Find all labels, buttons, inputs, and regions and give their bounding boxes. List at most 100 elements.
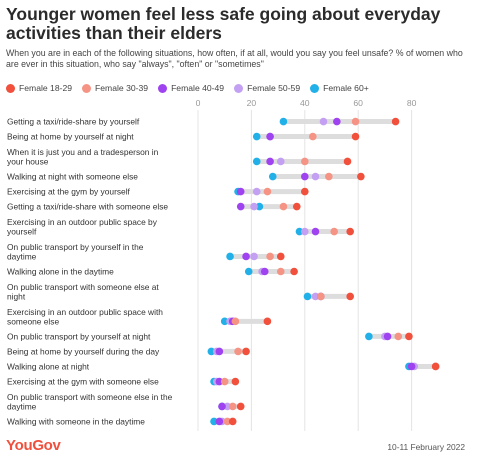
dot-female-30-39 <box>279 202 288 211</box>
dot-female-18-29 <box>405 332 413 341</box>
dot-female-50-59 <box>311 292 320 301</box>
dot-female-30-39 <box>231 317 240 326</box>
row-exercising-in-an-outdoor-public-space-by-yourself: Exercising in an outdoor public space by… <box>7 217 354 237</box>
x-tick-label: 60 <box>353 98 363 108</box>
yougov-logo: YouGov <box>6 437 61 454</box>
category-label: Getting a taxi/ride-share with someone e… <box>7 202 168 212</box>
dot-female-60 <box>207 347 216 356</box>
dot-female-18-29 <box>276 252 285 261</box>
dot-female-18-29 <box>263 317 272 326</box>
dot-female-30-39 <box>266 252 274 261</box>
dot-female-40-49 <box>215 347 224 356</box>
dot-female-60 <box>365 332 373 341</box>
row-when-it-is-just-you-and-a-tradesperson-in-your-house: When it is just you and a tradesperson i… <box>7 147 352 166</box>
category-label: Walking alone at night <box>7 361 90 371</box>
dot-female-50-59 <box>311 172 320 181</box>
dot-female-40-49 <box>266 132 274 141</box>
chart-title: Younger women feel less safe going about… <box>6 4 441 43</box>
legend-item-female-18-29: Female 18-29 <box>6 83 72 93</box>
category-label: On public transport by yourself at night <box>7 331 151 341</box>
legend-swatch <box>158 83 168 93</box>
dot-female-50-59 <box>252 187 261 196</box>
dot-female-30-39 <box>394 332 403 341</box>
dot-female-50-59 <box>276 157 285 166</box>
row-getting-a-taxi-ride-share-with-someone-else: Getting a taxi/ride-share with someone e… <box>7 202 301 212</box>
category-label: Exercising in an outdoor public space wi… <box>7 307 163 327</box>
dot-female-18-29 <box>236 402 245 411</box>
dot-female-30-39 <box>223 417 232 426</box>
legend-label: Female 50-59 <box>247 83 301 93</box>
row-walking-alone-in-the-daytime: Walking alone in the daytime <box>7 267 298 277</box>
category-label: Being at home by yourself at night <box>7 132 134 142</box>
dot-female-60 <box>244 267 253 276</box>
legend-swatch <box>82 83 92 93</box>
legend-swatch <box>6 83 15 93</box>
row-getting-a-taxi-ride-share-by-yourself: Getting a taxi/ride-share by yourself <box>7 117 400 127</box>
legend-swatch <box>234 83 244 93</box>
dot-female-18-29 <box>228 417 237 426</box>
dot-female-40-49 <box>215 377 224 386</box>
legend-label: Female 30-39 <box>95 83 149 93</box>
dot-female-18-29 <box>431 362 440 371</box>
dot-female-30-39 <box>325 172 333 181</box>
dot-female-18-29 <box>346 292 354 301</box>
dot-female-60 <box>255 202 264 211</box>
category-label: Walking alone in the daytime <box>7 267 114 277</box>
dot-female-40-49 <box>266 157 274 166</box>
dot-female-60 <box>226 252 234 261</box>
dot-female-60 <box>210 417 218 426</box>
category-label: Being at home by yourself during the day <box>7 346 160 356</box>
dot-female-18-29 <box>351 132 360 141</box>
row-being-at-home-by-yourself-at-night: Being at home by yourself at night <box>7 132 360 142</box>
dot-female-18-29 <box>391 117 400 126</box>
category-label: Walking with someone in the daytime <box>7 416 145 426</box>
dot-female-18-29 <box>343 157 352 166</box>
chart-subtitle: When you are in each of the following si… <box>6 48 463 69</box>
category-label: Walking at night with someone else <box>7 172 138 182</box>
dot-female-18-29 <box>357 172 365 181</box>
dot-female-40-49 <box>301 172 309 181</box>
x-tick-label: 40 <box>300 98 310 108</box>
dot-female-30-39 <box>301 157 309 166</box>
dot-female-30-39 <box>234 347 242 356</box>
legend-label: Female 18-29 <box>19 83 73 93</box>
category-label: On public transport by yourself in the da… <box>7 242 144 262</box>
row-exercising-in-an-outdoor-public-space-with-someone-else: Exercising in an outdoor public space wi… <box>7 307 272 327</box>
x-tick-label: 80 <box>407 98 417 108</box>
dot-female-18-29 <box>292 202 301 211</box>
dot-female-18-29 <box>231 377 240 386</box>
category-label: Getting a taxi/ride-share by yourself <box>7 117 140 127</box>
dot-female-40-49 <box>218 402 226 411</box>
dot-female-30-39 <box>330 227 338 236</box>
dot-female-40-49 <box>333 117 341 126</box>
row-on-public-transport-with-someone-else-in-the-daytime: On public transport with someone else in… <box>7 392 245 411</box>
legend-item-female-50-59: Female 50-59 <box>234 83 300 93</box>
dot-female-40-49 <box>311 227 320 236</box>
x-tick-label: 20 <box>247 98 257 108</box>
dot-female-30-39 <box>351 117 360 126</box>
row-walking-with-someone-in-the-daytime: Walking with someone in the daytime <box>7 416 237 426</box>
dot-female-18-29 <box>290 267 298 276</box>
survey-date: 10-11 February 2022 <box>387 442 465 452</box>
legend-label: Female 40-49 <box>171 83 225 93</box>
dot-female-50-59 <box>223 402 232 411</box>
legend-item-female-40-49: Female 40-49 <box>158 83 224 93</box>
dot-female-60 <box>252 132 261 141</box>
dot-female-50-59 <box>301 227 309 236</box>
dot-plot: 0 20 40 60 80 Getting a taxi/ride-share by yo… <box>7 98 440 431</box>
dot-female-50-59 <box>250 202 258 211</box>
dot-female-30-39 <box>220 377 229 386</box>
category-label: Exercising at the gym with someone else <box>7 377 159 387</box>
dot-female-30-39 <box>317 292 325 301</box>
row-being-at-home-by-yourself-during-the-day: Being at home by yourself during the day <box>7 346 250 356</box>
legend-swatch <box>310 83 320 93</box>
category-label: On public transport with someone else at… <box>7 282 159 302</box>
x-tick-label: 0 <box>196 98 201 108</box>
dot-female-18-29 <box>242 347 250 356</box>
category-label: Exercising in an outdoor public space by… <box>7 217 158 237</box>
dot-female-40-49 <box>407 362 416 371</box>
dot-female-40-49 <box>236 202 245 211</box>
dot-female-30-39 <box>263 187 272 196</box>
dot-female-18-29 <box>346 227 354 236</box>
row-exercising-at-the-gym-with-someone-else: Exercising at the gym with someone else <box>7 377 240 387</box>
